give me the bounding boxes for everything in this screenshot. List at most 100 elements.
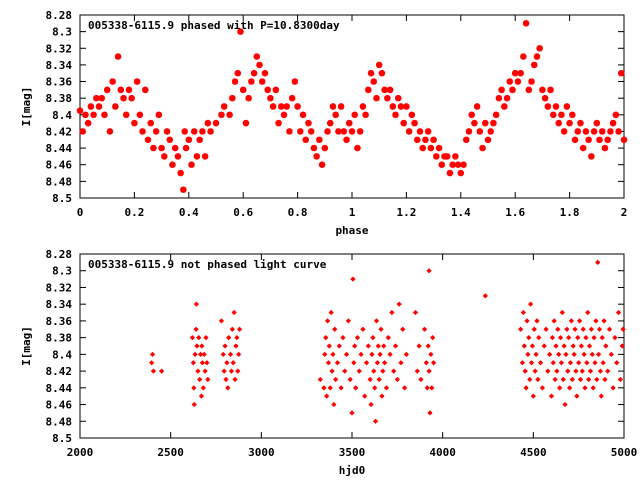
data-point (256, 61, 263, 69)
data-point (125, 86, 133, 94)
data-point (227, 351, 234, 357)
y-tick-label: 8.3 (52, 265, 72, 278)
data-point (329, 368, 335, 374)
data-point (518, 326, 524, 332)
data-point (430, 136, 437, 143)
x-tick-label: 4000 (429, 446, 456, 459)
data-point (596, 326, 603, 332)
data-point (605, 368, 611, 374)
data-point (374, 360, 381, 366)
y-tick-label: 8.42 (46, 365, 73, 378)
data-point (524, 318, 530, 324)
data-point (608, 351, 614, 357)
data-point (527, 376, 533, 383)
data-point (182, 144, 190, 152)
data-point (452, 153, 459, 160)
data-point (558, 360, 565, 366)
data-point (527, 301, 534, 307)
data-point (577, 119, 584, 127)
data-point (412, 309, 419, 316)
data-point (482, 119, 489, 127)
y-tick-label: 8.36 (46, 76, 73, 89)
data-point (522, 368, 528, 374)
data-point (316, 136, 323, 143)
data-point (526, 335, 532, 341)
data-point (136, 111, 144, 119)
data-point (498, 86, 505, 94)
data-point (349, 410, 355, 416)
data-point (539, 86, 546, 94)
data-point (236, 326, 243, 332)
data-point (381, 343, 387, 349)
data-point (615, 128, 622, 135)
data-point (454, 161, 462, 168)
y-axis-title: I[mag] (20, 326, 33, 366)
x-tick-label: 0.2 (124, 206, 144, 219)
data-point (237, 28, 244, 35)
data-point (536, 335, 542, 341)
data-point (419, 144, 426, 152)
data-point (557, 335, 564, 341)
data-point (544, 103, 552, 110)
data-point (150, 368, 157, 374)
data-point (325, 360, 332, 366)
data-point (569, 376, 575, 383)
data-point (617, 376, 623, 383)
data-point (345, 318, 351, 324)
data-point (532, 368, 538, 374)
data-point (531, 326, 537, 332)
data-point (368, 401, 374, 408)
data-point (389, 309, 395, 316)
data-point (333, 376, 339, 383)
data-point (101, 111, 108, 119)
data-point (561, 343, 567, 349)
data-point (560, 128, 568, 135)
x-tick-label: 2500 (157, 446, 184, 459)
y-tick-label: 8.38 (46, 332, 73, 345)
data-point (323, 335, 329, 341)
data-point (492, 111, 500, 119)
x-tick-label: 3500 (339, 446, 366, 459)
y-tick-label: 8.44 (46, 142, 73, 155)
data-point (610, 385, 616, 391)
data-point (177, 169, 184, 177)
x-tick-label: 5000 (611, 446, 638, 459)
x-tick-label: 0.4 (179, 206, 199, 219)
data-point (360, 326, 366, 332)
data-point (512, 70, 519, 77)
data-point (376, 376, 382, 383)
data-point (327, 119, 334, 127)
y-tick-label: 8.4 (52, 109, 72, 122)
x-tick-label: 2 (621, 206, 628, 219)
data-point (169, 161, 176, 168)
data-point (378, 326, 384, 332)
data-point (204, 360, 210, 366)
data-point (449, 161, 456, 168)
data-point (149, 351, 156, 357)
data-point (382, 360, 388, 366)
data-point (597, 368, 604, 374)
data-point (163, 128, 171, 135)
y-axis-title: I[mag] (20, 87, 33, 127)
data-point (197, 376, 203, 383)
data-point (291, 78, 299, 85)
data-point (525, 86, 532, 94)
data-point (332, 111, 339, 119)
data-point (403, 351, 410, 357)
data-point (199, 360, 206, 366)
data-point (463, 136, 470, 143)
data-point (308, 128, 315, 135)
data-point (444, 153, 451, 160)
data-point (600, 360, 606, 366)
data-point (586, 376, 592, 383)
data-point (569, 111, 576, 119)
data-point (425, 343, 431, 349)
data-point (269, 103, 277, 110)
data-point (550, 360, 556, 366)
data-point (259, 78, 266, 85)
data-point (93, 94, 100, 102)
x-tick-label: 0 (77, 206, 84, 219)
data-point (430, 335, 436, 341)
data-point (373, 94, 380, 102)
data-point (560, 376, 566, 383)
